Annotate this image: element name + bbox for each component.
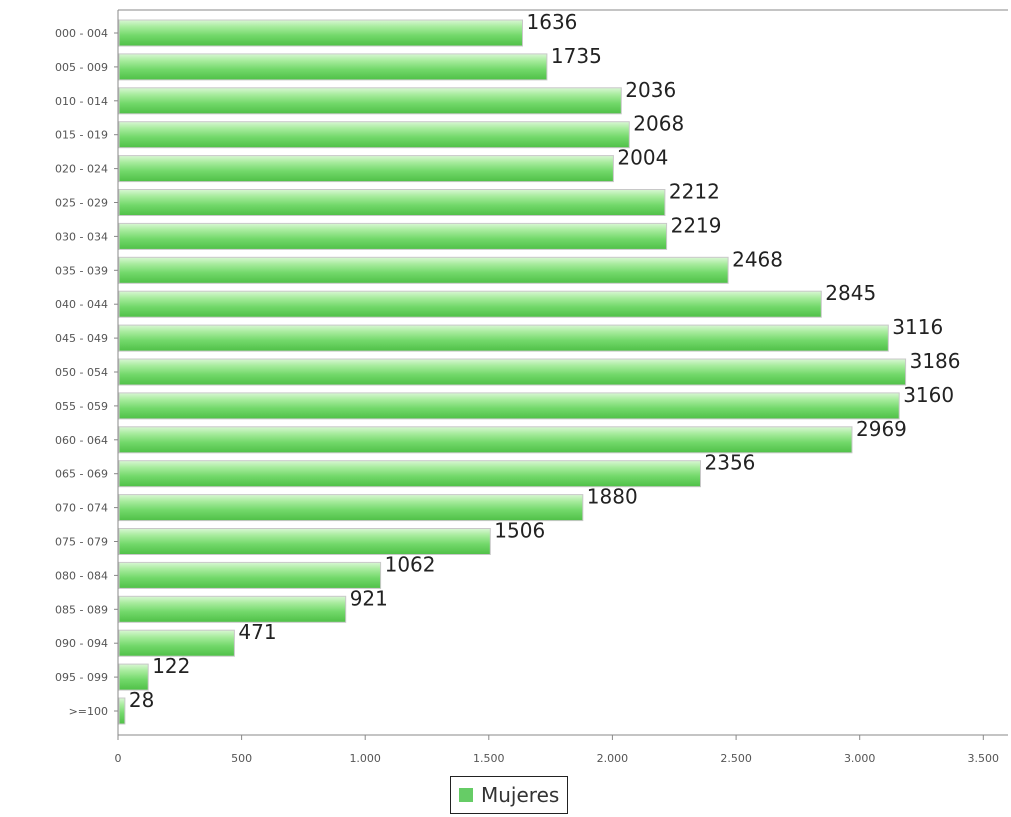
x-tick-label: 500: [231, 752, 252, 765]
bar-4: [118, 155, 614, 183]
y-tick-label: 000 - 004: [55, 27, 108, 40]
value-label: 122: [152, 654, 190, 678]
value-label: 1735: [551, 44, 602, 68]
bar-12: [118, 426, 853, 454]
y-tick-label: 020 - 024: [55, 163, 108, 176]
y-tick-label: 085 - 089: [55, 603, 108, 616]
bar-2: [118, 87, 622, 115]
value-label: 2212: [669, 180, 720, 204]
y-tick-label: 040 - 044: [55, 298, 108, 311]
bar-8: [118, 290, 822, 318]
value-label: 2036: [625, 78, 676, 102]
y-tick-label: 070 - 074: [55, 502, 108, 515]
x-tick-label: 2.500: [720, 752, 752, 765]
y-tick-label: 090 - 094: [55, 637, 108, 650]
y-tick-label: 010 - 014: [55, 95, 108, 108]
value-label: 2969: [856, 417, 907, 441]
bars-group: [118, 19, 907, 725]
bar-17: [118, 595, 347, 623]
y-tick-label: 095 - 099: [55, 671, 108, 684]
bar-14: [118, 494, 584, 522]
legend-swatch-mujeres: [459, 788, 473, 802]
bar-0: [118, 19, 523, 47]
y-tick-label: 080 - 084: [55, 569, 108, 582]
value-label: 3116: [892, 315, 943, 339]
value-label: 3186: [910, 349, 961, 373]
value-label: 3160: [903, 383, 954, 407]
value-label: 1062: [385, 552, 436, 576]
bar-5: [118, 189, 666, 216]
x-tick-label: 3.500: [968, 752, 1000, 765]
plot-area: 000 - 004 005 - 009 010 - 014 015 - 019 020 …: [55, 9, 1008, 765]
y-tick-label: 005 - 009: [55, 61, 108, 74]
bar-16: [118, 561, 382, 589]
bar-9: [118, 324, 889, 352]
bar-6: [118, 222, 668, 250]
legend: Mujeres: [450, 776, 569, 814]
value-label: 1880: [587, 485, 638, 509]
y-tick-label: 075 - 079: [55, 536, 108, 549]
y-tick-label: 065 - 069: [55, 468, 108, 481]
x-tick-label: 1.000: [349, 752, 381, 765]
y-tick-label: 050 - 054: [55, 366, 108, 379]
y-tick-label: 060 - 064: [55, 434, 108, 447]
bar-18: [118, 629, 235, 657]
value-label: 2845: [825, 281, 876, 305]
value-label: 2219: [671, 213, 722, 237]
x-tick-label: 1.500: [473, 752, 505, 765]
value-label: 1506: [494, 519, 545, 543]
value-label: 2004: [617, 146, 668, 170]
value-label: 471: [238, 620, 276, 644]
bar-10: [118, 358, 907, 386]
value-label: 1636: [527, 10, 578, 34]
x-tick-label: 3.000: [844, 752, 876, 765]
value-label: 2068: [633, 112, 684, 136]
bar-11: [118, 392, 900, 420]
value-label: 28: [129, 688, 154, 712]
bar-13: [118, 460, 701, 488]
y-tick-label: 025 - 029: [55, 197, 108, 210]
value-label: 2356: [705, 451, 756, 475]
x-ticks: 0 500 1.000 1.500 2.000 2.500 3.000 3.500: [115, 735, 1000, 765]
y-tick-label: 030 - 034: [55, 230, 108, 243]
y-tick-labels: 000 - 004 005 - 009 010 - 014 015 - 019 020 …: [55, 27, 118, 718]
y-tick-label: 045 - 049: [55, 332, 108, 345]
y-tick-label: 055 - 059: [55, 400, 108, 413]
value-label: 921: [350, 586, 388, 610]
y-tick-label: >=100: [69, 705, 108, 718]
bar-19: [118, 663, 149, 691]
legend-label-mujeres: Mujeres: [481, 783, 560, 807]
y-tick-label: 015 - 019: [55, 129, 108, 142]
bar-7: [118, 256, 729, 284]
y-tick-label: 035 - 039: [55, 264, 108, 277]
bar-1: [118, 53, 548, 81]
bar-15: [118, 528, 491, 555]
value-label: 2468: [732, 247, 783, 271]
bar-20: [118, 697, 126, 725]
x-tick-label: 0: [115, 752, 122, 765]
bar-3: [118, 121, 630, 149]
x-tick-label: 2.000: [597, 752, 629, 765]
